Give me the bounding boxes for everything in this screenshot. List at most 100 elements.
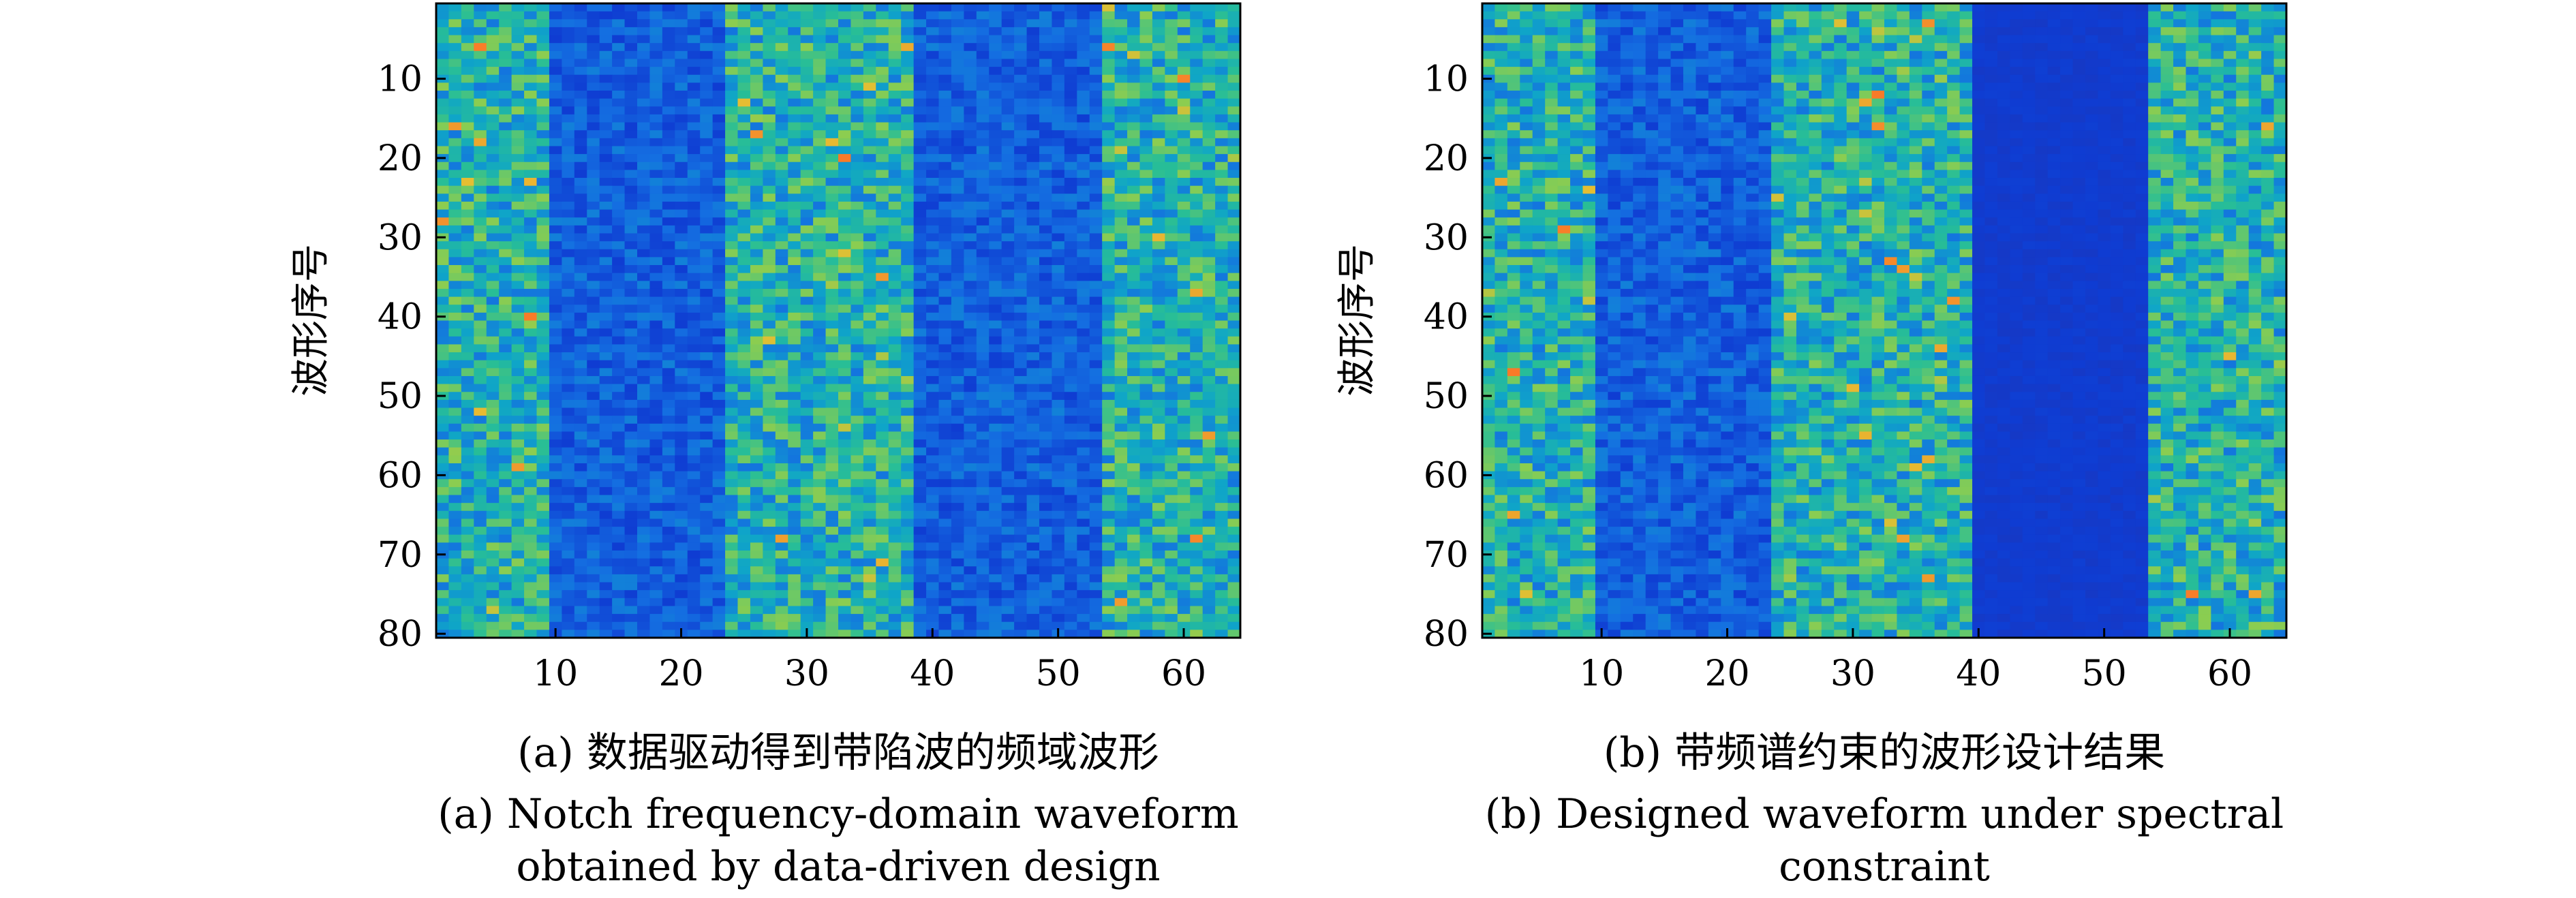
heatmap-cell <box>549 312 562 322</box>
heatmap-cell <box>524 67 538 76</box>
heatmap-cell <box>624 614 638 623</box>
heatmap-cell <box>964 249 977 258</box>
heatmap-cell <box>725 368 739 377</box>
heatmap-cell <box>763 550 776 559</box>
heatmap-cell <box>913 82 927 91</box>
heatmap-cell <box>1052 566 1065 575</box>
heatmap-cell <box>486 344 500 353</box>
heatmap-cell <box>687 375 701 385</box>
heatmap-cell <box>436 375 450 385</box>
heatmap-cell <box>1001 375 1015 385</box>
heatmap-cell <box>1039 19 1053 28</box>
heatmap-cell <box>976 574 990 583</box>
heatmap-cell <box>763 27 776 36</box>
heatmap-cell <box>1227 447 1241 456</box>
heatmap-cell <box>1190 534 1203 543</box>
heatmap-cell <box>637 193 651 202</box>
heatmap-cell <box>938 455 952 464</box>
heatmap-cell <box>511 305 525 313</box>
heatmap-cell <box>1064 193 1077 202</box>
heatmap-cell <box>913 27 927 36</box>
heatmap-cell <box>800 463 814 472</box>
heatmap-cell <box>951 542 964 551</box>
heatmap-cell <box>1039 217 1053 226</box>
heatmap-cell <box>1102 455 1116 464</box>
heatmap-cell <box>448 518 462 527</box>
heatmap-cell <box>574 510 587 520</box>
heatmap-cell <box>1089 582 1103 591</box>
heatmap-cell <box>1190 582 1203 591</box>
heatmap-cell <box>800 106 814 115</box>
heatmap-cell <box>725 170 739 179</box>
heatmap-cell <box>737 98 751 107</box>
heatmap-cell <box>1127 407 1141 416</box>
heatmap-cell <box>838 209 852 218</box>
heatmap-cell <box>549 384 562 392</box>
heatmap-cell <box>436 209 450 218</box>
heatmap-cell <box>1089 19 1103 28</box>
heatmap-cell <box>675 209 688 218</box>
heatmap-cell <box>436 122 450 131</box>
heatmap-cell <box>511 399 525 409</box>
heatmap-cell <box>486 257 500 266</box>
heatmap-cell <box>461 217 474 226</box>
heatmap-cell <box>712 209 726 218</box>
heatmap-cell <box>1014 154 1028 163</box>
heatmap-cell <box>649 19 663 28</box>
heatmap-cell <box>1039 273 1053 281</box>
heatmap-cell <box>737 590 751 599</box>
heatmap-cell <box>687 590 701 599</box>
heatmap-cell <box>1152 209 1165 218</box>
heatmap-cell <box>788 352 801 361</box>
heatmap-cell <box>649 241 663 250</box>
heatmap-cell <box>662 43 675 52</box>
heatmap-cell <box>1152 91 1165 99</box>
heatmap-cell <box>562 305 575 313</box>
heatmap-cell <box>863 241 876 250</box>
heatmap-cell <box>1227 233 1241 242</box>
heatmap-cell <box>461 606 474 615</box>
heatmap-cell <box>675 455 688 464</box>
heatmap-cell <box>1102 510 1116 520</box>
heatmap-cell <box>687 98 701 107</box>
heatmap-cell <box>536 534 550 543</box>
heatmap-cell <box>536 344 550 353</box>
heatmap-cell <box>750 510 763 520</box>
heatmap-cell <box>863 91 876 99</box>
heatmap-cell <box>536 193 550 202</box>
heatmap-cell <box>863 114 876 123</box>
heatmap-cell <box>1039 558 1053 567</box>
heatmap-cell <box>951 550 964 559</box>
heatmap-cell <box>1064 138 1077 147</box>
heatmap-cell <box>524 281 538 290</box>
heatmap-cell <box>1165 281 1178 290</box>
heatmap-cell <box>524 225 538 234</box>
heatmap-cell <box>800 19 814 28</box>
heatmap-cell <box>700 486 714 496</box>
heatmap-cell <box>1001 550 1015 559</box>
heatmap-cell <box>624 35 638 44</box>
heatmap-cell <box>1139 598 1153 607</box>
heatmap-cell <box>825 352 839 361</box>
heatmap-cell <box>888 233 902 242</box>
heatmap-cell <box>1177 312 1191 322</box>
heatmap-cell <box>1177 598 1191 607</box>
heatmap-cell <box>838 201 852 211</box>
heatmap-cell <box>524 43 538 52</box>
heatmap-cell <box>1177 479 1191 488</box>
heatmap-cell <box>700 566 714 575</box>
heatmap-cell <box>1215 114 1229 123</box>
heatmap-cell <box>750 566 763 575</box>
heatmap-cell <box>662 479 675 488</box>
heatmap-cell <box>1139 3 1153 12</box>
heatmap-cell <box>599 305 613 313</box>
heatmap-cell <box>1077 399 1090 409</box>
heatmap-cell <box>549 249 562 258</box>
heatmap-cell <box>938 503 952 512</box>
heatmap-cell <box>599 241 613 250</box>
heatmap-cell <box>951 35 964 44</box>
heatmap-cell <box>800 67 814 76</box>
heatmap-cell <box>913 320 927 329</box>
heatmap-cell <box>474 296 487 305</box>
heatmap-cell <box>1114 146 1128 155</box>
